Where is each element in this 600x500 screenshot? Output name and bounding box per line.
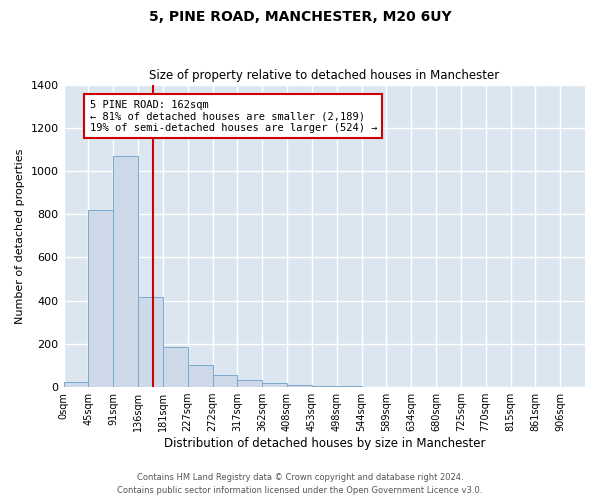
- Bar: [113, 156, 138, 387]
- Title: Size of property relative to detached houses in Manchester: Size of property relative to detached ho…: [149, 69, 499, 82]
- Bar: [188, 366, 212, 387]
- Text: 5, PINE ROAD, MANCHESTER, M20 6UY: 5, PINE ROAD, MANCHESTER, M20 6UY: [149, 10, 451, 24]
- Bar: [212, 375, 238, 387]
- Y-axis label: Number of detached properties: Number of detached properties: [15, 148, 25, 324]
- Bar: [238, 380, 262, 387]
- Bar: [64, 382, 88, 387]
- Text: Contains HM Land Registry data © Crown copyright and database right 2024.
Contai: Contains HM Land Registry data © Crown c…: [118, 474, 482, 495]
- Bar: [312, 386, 337, 387]
- Bar: [163, 347, 188, 387]
- Bar: [138, 298, 163, 387]
- Text: 5 PINE ROAD: 162sqm
← 81% of detached houses are smaller (2,189)
19% of semi-det: 5 PINE ROAD: 162sqm ← 81% of detached ho…: [89, 100, 377, 133]
- X-axis label: Distribution of detached houses by size in Manchester: Distribution of detached houses by size …: [164, 437, 485, 450]
- Bar: [287, 385, 312, 387]
- Bar: [262, 383, 287, 387]
- Bar: [337, 386, 362, 387]
- Bar: [88, 210, 113, 387]
